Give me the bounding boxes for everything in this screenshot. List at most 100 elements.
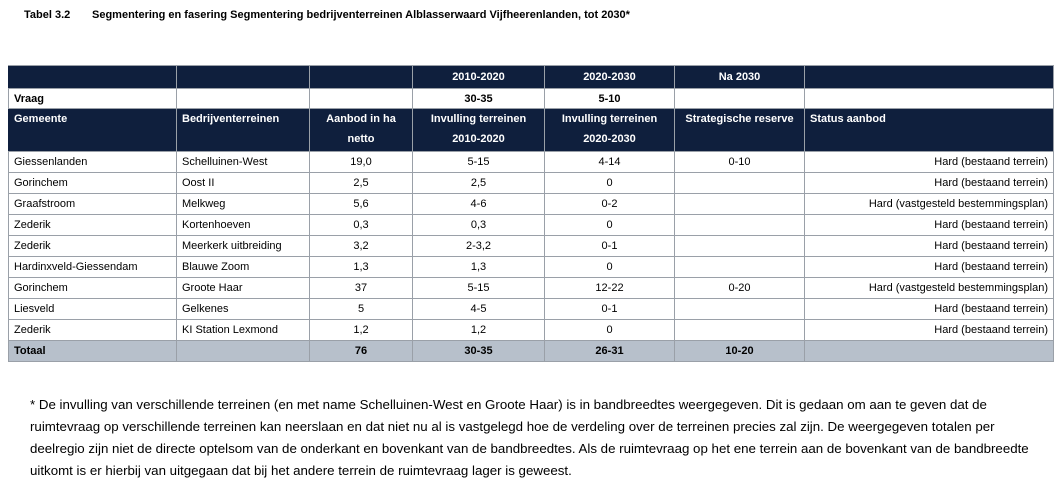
table-cell bbox=[674, 214, 805, 236]
column-header-bedrijventerreinen: Bedrijventerreinen bbox=[176, 108, 310, 152]
table-cell: 0,3 bbox=[412, 214, 545, 236]
table-cell: 5-15 bbox=[412, 277, 545, 299]
period-header-cell bbox=[309, 65, 413, 89]
table-cell bbox=[674, 193, 805, 215]
period-header-row: 2010-2020 2020-2030 Na 2030 bbox=[8, 65, 1054, 89]
table-cell: 0-1 bbox=[544, 298, 675, 320]
table-cell: 0,3 bbox=[309, 214, 413, 236]
table-cell: Hard (bestaand terrein) bbox=[804, 298, 1054, 320]
table-caption: Tabel 3.2 Segmentering en fasering Segmen… bbox=[24, 9, 630, 21]
table-row: Hardinxveld-Giessendam Blauwe Zoom 1,3 1,3 0… bbox=[8, 256, 1054, 278]
table-cell: 19,0 bbox=[309, 151, 413, 173]
total-cell: 30-35 bbox=[412, 340, 545, 362]
table-cell: 2,5 bbox=[412, 172, 545, 194]
table-cell: 4-6 bbox=[412, 193, 545, 215]
table-cell: Gelkenes bbox=[176, 298, 310, 320]
table-cell: Blauwe Zoom bbox=[176, 256, 310, 278]
table-cell: Hard (bestaand terrein) bbox=[804, 172, 1054, 194]
table-cell: Zederik bbox=[8, 214, 177, 236]
table-cell: 2,5 bbox=[309, 172, 413, 194]
table-cell: Liesveld bbox=[8, 298, 177, 320]
total-cell: 26-31 bbox=[544, 340, 675, 362]
table-cell bbox=[674, 298, 805, 320]
table-cell: Hard (bestaand terrein) bbox=[804, 256, 1054, 278]
table-cell: Graafstroom bbox=[8, 193, 177, 215]
table-cell: 1,3 bbox=[412, 256, 545, 278]
vraag-cell bbox=[674, 88, 805, 109]
total-cell: 10-20 bbox=[674, 340, 805, 362]
table-cell bbox=[674, 235, 805, 257]
period-header-cell bbox=[804, 65, 1054, 89]
table-cell: Groote Haar bbox=[176, 277, 310, 299]
table-cell: 37 bbox=[309, 277, 413, 299]
table-cell: Schelluinen-West bbox=[176, 151, 310, 173]
total-cell: Totaal bbox=[8, 340, 177, 362]
table-cell: 0-2 bbox=[544, 193, 675, 215]
table-cell: 5,6 bbox=[309, 193, 413, 215]
table-row: Zederik Kortenhoeven 0,3 0,3 0 Hard (bestaand… bbox=[8, 214, 1054, 236]
column-header-aanbod: Aanbod in ha netto bbox=[309, 108, 413, 152]
table-body: 2010-2020 2020-2030 Na 2030 Vraag 30-35 … bbox=[8, 65, 1054, 362]
table-cell: 0 bbox=[544, 214, 675, 236]
vraag-cell bbox=[804, 88, 1054, 109]
footnote: * De invulling van verschillende terrein… bbox=[30, 397, 1029, 478]
table-title: Segmentering en fasering Segmentering be… bbox=[92, 9, 630, 21]
vraag-cell: Vraag bbox=[8, 88, 177, 109]
column-header-row: Gemeente Bedrijventerreinen Aanbod in ha… bbox=[8, 108, 1054, 152]
table-number: Tabel 3.2 bbox=[24, 9, 71, 21]
table-cell: 5 bbox=[309, 298, 413, 320]
table-cell: KI Station Lexmond bbox=[176, 319, 310, 341]
table-cell: Meerkerk uitbreiding bbox=[176, 235, 310, 257]
table-cell: 0 bbox=[544, 256, 675, 278]
column-header-gemeente: Gemeente bbox=[8, 108, 177, 152]
table-cell: Hard (bestaand terrein) bbox=[804, 319, 1054, 341]
period-header-cell bbox=[176, 65, 310, 89]
vraag-cell bbox=[309, 88, 413, 109]
vraag-cell: 5-10 bbox=[544, 88, 675, 109]
table-cell: 5-15 bbox=[412, 151, 545, 173]
table-cell: Gorinchem bbox=[8, 277, 177, 299]
table-row: Gorinchem Groote Haar 37 5-15 12-22 0-20 Hard … bbox=[8, 277, 1054, 299]
table-cell: Hard (bestaand terrein) bbox=[804, 214, 1054, 236]
table-cell: Hard (vastgesteld bestemmingsplan) bbox=[804, 193, 1054, 215]
table-cell bbox=[674, 319, 805, 341]
vraag-row: Vraag 30-35 5-10 bbox=[8, 88, 1054, 109]
table-cell: 12-22 bbox=[544, 277, 675, 299]
table-cell: Zederik bbox=[8, 235, 177, 257]
vraag-cell bbox=[176, 88, 310, 109]
period-header-cell bbox=[8, 65, 177, 89]
table-cell bbox=[674, 256, 805, 278]
column-header-invulling-2020-2030: Invulling terreinen 2020-2030 bbox=[544, 108, 675, 152]
table-cell: 3,2 bbox=[309, 235, 413, 257]
table-cell: Hard (bestaand terrein) bbox=[804, 235, 1054, 257]
table-row: Zederik KI Station Lexmond 1,2 1,2 0 Hard (be… bbox=[8, 319, 1054, 341]
table-cell: Hard (vastgesteld bestemmingsplan) bbox=[804, 277, 1054, 299]
table-cell: Giessenlanden bbox=[8, 151, 177, 173]
period-header-cell: 2020-2030 bbox=[544, 65, 675, 89]
table-cell: Melkweg bbox=[176, 193, 310, 215]
table-cell: 4-5 bbox=[412, 298, 545, 320]
table-cell: Hardinxveld-Giessendam bbox=[8, 256, 177, 278]
table-cell: 0-20 bbox=[674, 277, 805, 299]
table-cell: 1,2 bbox=[412, 319, 545, 341]
column-header-status-aanbod: Status aanbod bbox=[804, 108, 1054, 152]
total-row: Totaal 76 30-35 26-31 10-20 bbox=[8, 340, 1054, 362]
table-row: Zederik Meerkerk uitbreiding 3,2 2-3,2 0-1 Ha… bbox=[8, 235, 1054, 257]
table-row: Giessenlanden Schelluinen-West 19,0 5-15 4-1… bbox=[8, 151, 1054, 173]
table-cell: 1,2 bbox=[309, 319, 413, 341]
total-cell bbox=[804, 340, 1054, 362]
segmentation-table: 2010-2020 2020-2030 Na 2030 Vraag 30-35 … bbox=[8, 65, 1054, 362]
total-cell bbox=[176, 340, 310, 362]
table-cell: Gorinchem bbox=[8, 172, 177, 194]
table-cell: Zederik bbox=[8, 319, 177, 341]
table-row: Liesveld Gelkenes 5 4-5 0-1 Hard (bestaand te… bbox=[8, 298, 1054, 320]
table-cell: 0-10 bbox=[674, 151, 805, 173]
table-cell: Oost II bbox=[176, 172, 310, 194]
table-cell: 1,3 bbox=[309, 256, 413, 278]
table-cell: 0 bbox=[544, 319, 675, 341]
period-header-cell: Na 2030 bbox=[674, 65, 805, 89]
table-cell: 0 bbox=[544, 172, 675, 194]
table-cell: 0-1 bbox=[544, 235, 675, 257]
table-row: Graafstroom Melkweg 5,6 4-6 0-2 Hard (vastges… bbox=[8, 193, 1054, 215]
vraag-cell: 30-35 bbox=[412, 88, 545, 109]
